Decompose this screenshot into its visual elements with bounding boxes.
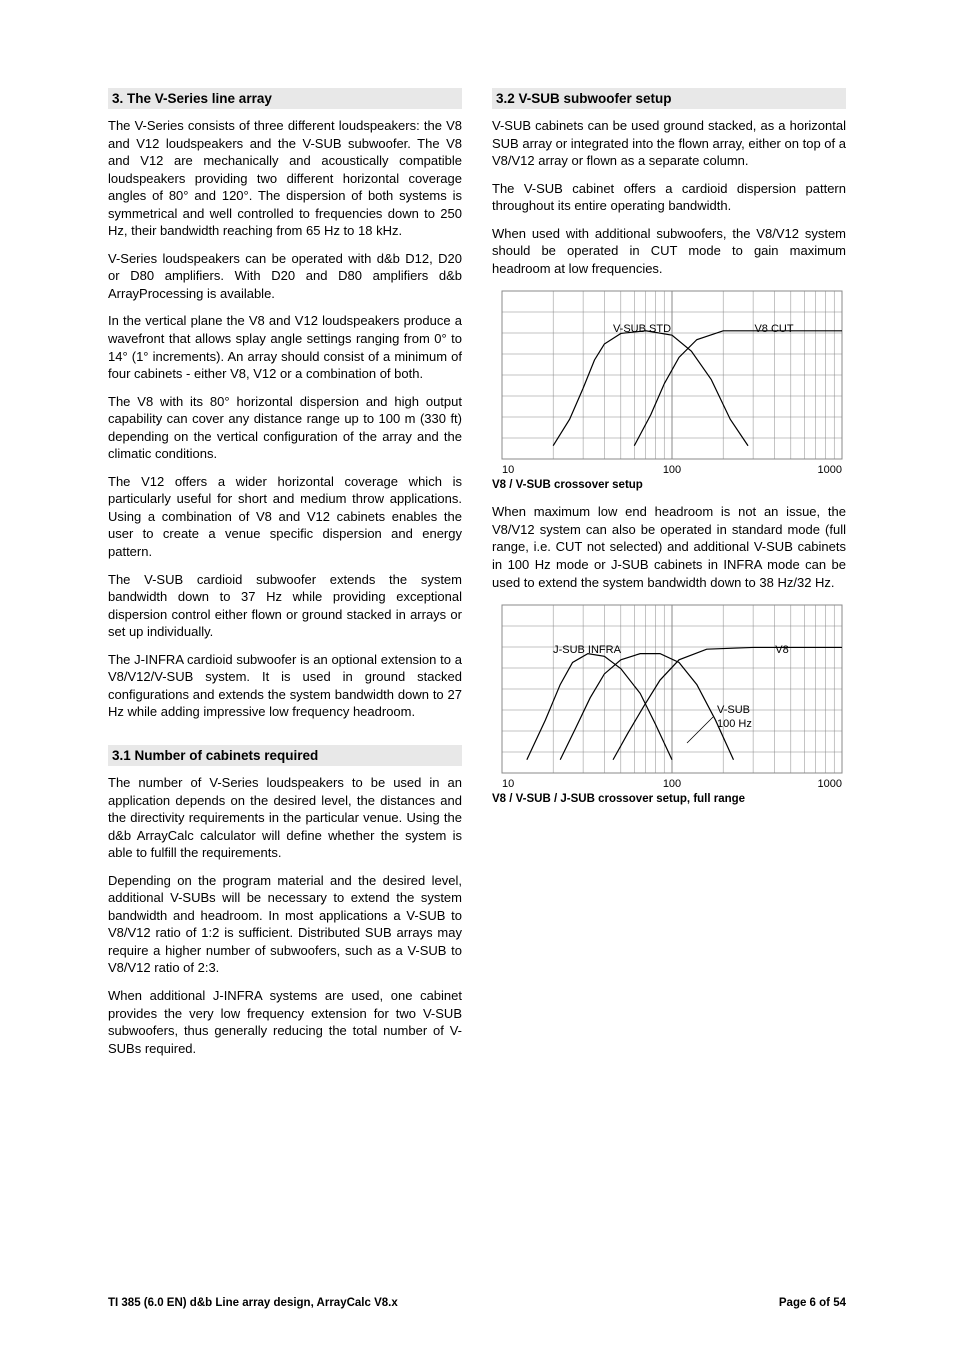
chart-caption-2: V8 / V-SUB / J-SUB crossover setup, full… [492,793,846,805]
svg-text:100 Hz: 100 Hz [717,718,752,730]
svg-text:V-SUB: V-SUB [717,704,750,716]
footer-right: Page 6 of 54 [779,1297,846,1309]
body-text: The V8 with its 80° horizontal dispersio… [108,393,462,463]
svg-text:J-SUB INFRA: J-SUB INFRA [553,644,622,656]
svg-text:V8 CUT: V8 CUT [754,323,793,335]
crossover-chart-2: 10 100 1000 J-SUB INFRA V-SUB 100 Hz V8 [492,601,846,791]
body-text: Depending on the program material and th… [108,872,462,977]
body-text: The V-SUB cardioid subwoofer extends the… [108,571,462,641]
body-text: V-SUB cabinets can be used ground stacke… [492,117,846,170]
body-text: V-Series loudspeakers can be operated wi… [108,250,462,303]
body-text: The V-SUB cabinet offers a cardioid disp… [492,180,846,215]
svg-text:10: 10 [502,464,514,476]
heading-vsub-setup: 3.2 V-SUB subwoofer setup [492,88,846,109]
body-text: In the vertical plane the V8 and V12 lou… [108,312,462,382]
svg-text:1000: 1000 [818,464,842,476]
body-text: The number of V-Series loudspeakers to b… [108,774,462,862]
heading-cabinets-required: 3.1 Number of cabinets required [108,745,462,766]
body-text: The V12 offers a wider horizontal covera… [108,473,462,561]
svg-text:10: 10 [502,778,514,790]
body-text: The J-INFRA cardioid subwoofer is an opt… [108,651,462,721]
footer-left: TI 385 (6.0 EN) d&b Line array design, A… [108,1297,398,1309]
svg-text:V-SUB STD: V-SUB STD [613,323,671,335]
right-column: 3.2 V-SUB subwoofer setup V-SUB cabinets… [492,88,846,1067]
body-text: When additional J-INFRA systems are used… [108,987,462,1057]
heading-v-series: 3. The V-Series line array [108,88,462,109]
body-text: When maximum low end headroom is not an … [492,503,846,591]
svg-text:V8: V8 [775,644,788,656]
svg-text:100: 100 [663,778,681,790]
svg-text:1000: 1000 [818,778,842,790]
left-column: 3. The V-Series line array The V-Series … [108,88,462,1067]
svg-text:100: 100 [663,464,681,476]
crossover-chart-1: 10 100 1000 V-SUB STD V8 CUT [492,287,846,477]
body-text: The V-Series consists of three different… [108,117,462,240]
body-text: When used with additional subwoofers, th… [492,225,846,278]
chart-caption-1: V8 / V-SUB crossover setup [492,479,846,491]
